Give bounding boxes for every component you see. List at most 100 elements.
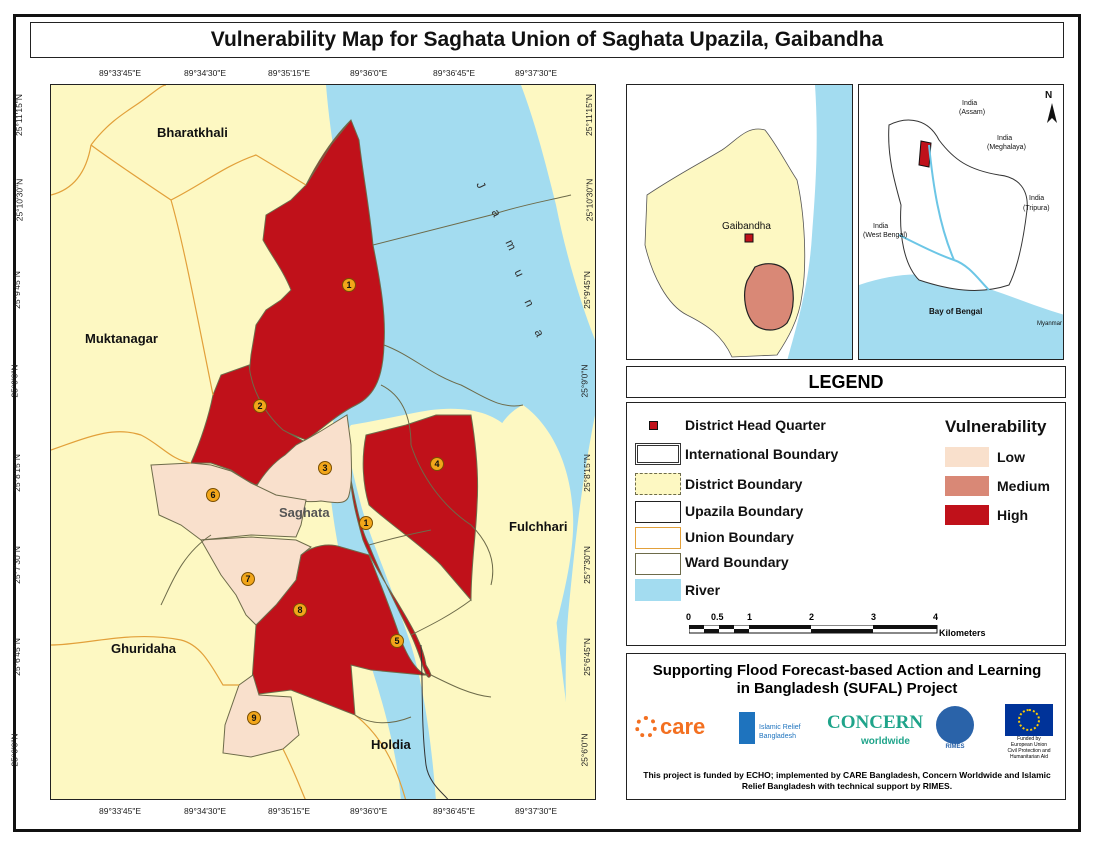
lon-label-bottom-4: 89°36'45"E — [433, 806, 476, 816]
funding-heading: Supporting Flood Forecast-based Action a… — [652, 662, 1042, 697]
label-india-assam-2: (Assam) — [959, 109, 986, 116]
lat-label-right-5: 25°7'30"N — [581, 546, 592, 584]
lat-label-right-4: 25°8'15"N — [581, 454, 592, 492]
east-land — [565, 415, 595, 799]
vulnerability-high-swatch — [945, 505, 989, 525]
scale-tick-2: 2 — [809, 612, 815, 622]
ward-boundaries — [160, 119, 572, 724]
lat-label-right-0: 25°11'15"N — [583, 94, 594, 136]
fulchhari-land — [490, 405, 574, 698]
eu-text-4: Humanitarian Aid — [1009, 754, 1049, 760]
label-india-meghalaya-2: (Meghalaya) — [987, 144, 1026, 151]
north-label: N — [1045, 90, 1053, 101]
lon-label-top-1: 89°34'30"E — [184, 68, 227, 78]
lon-label-bottom-5: 89°37'30"E — [515, 806, 558, 816]
label-india-tripura-1: India — [1029, 195, 1045, 202]
legend-box: District Head Quarter International Boun… — [626, 402, 1066, 646]
inset-saghata-upazila — [744, 263, 794, 331]
label-india-assam-1: India — [962, 100, 978, 107]
district-boundary-symbol — [635, 473, 681, 495]
lat-label-right-6: 25°6'45"N — [581, 638, 592, 676]
legend-item-district-hq: District Head Quarter — [685, 417, 826, 433]
lat-label-left-6: 25°6'45"N — [11, 638, 22, 676]
upazila-boundary-symbol — [635, 501, 681, 523]
ward-marker-1-4[interactable]: 1 — [359, 516, 373, 530]
legend-item-upazila-boundary: Upazila Boundary — [685, 503, 804, 519]
ward-marker-5-5[interactable]: 5 — [390, 634, 404, 648]
inset-district-map[interactable]: Gaibandha — [626, 84, 853, 360]
label-india-wb-2: (West Bengal) — [863, 232, 908, 239]
lon-label-bottom-2: 89°35'15"E — [268, 806, 311, 816]
inset-country-map[interactable]: N India (Assam) India (Meghalaya) India … — [858, 84, 1064, 360]
main-map[interactable]: Bharatkhali Muktanagar Ghuridaha Holdia … — [50, 84, 596, 800]
place-bharatkhali: Bharatkhali — [157, 125, 228, 140]
eu-flag-icon — [1005, 704, 1053, 736]
lat-label-left-4: 25°8'15"N — [11, 454, 22, 492]
lon-label-top-4: 89°36'45"E — [433, 68, 476, 78]
label-myanmar: Myanmar — [1037, 321, 1063, 327]
lat-label-left-0: 25°11'15"N — [13, 94, 24, 136]
lat-label-right-3: 25°9'0"N — [579, 364, 590, 398]
care-sun-icon — [635, 716, 657, 738]
ward-marker-7-7[interactable]: 7 — [241, 572, 255, 586]
lon-label-top-3: 89°36'0"E — [350, 68, 388, 78]
inset-country-svg — [859, 85, 1063, 359]
islamic-relief-icon — [739, 712, 755, 744]
ward-marker-6-6[interactable]: 6 — [206, 488, 220, 502]
ward-marker-8-8[interactable]: 8 — [293, 603, 307, 617]
lat-label-right-1: 25°10'30"N — [584, 178, 595, 222]
north-land-strip — [521, 85, 595, 340]
map-title: Vulnerability Map for Saghata Union of S… — [30, 22, 1064, 58]
ward-6 — [150, 462, 307, 541]
union-boundaries — [51, 85, 407, 799]
ward-marker-4-3[interactable]: 4 — [430, 457, 444, 471]
vulnerability-low-label: Low — [997, 449, 1025, 465]
ward-1-east — [362, 414, 479, 602]
ward-marker-2-1[interactable]: 2 — [253, 399, 267, 413]
inset-district-svg — [627, 85, 852, 359]
lat-label-right-2: 25°9'45"N — [581, 271, 592, 309]
label-india-meghalaya-1: India — [997, 135, 1013, 142]
care-logo-text: care — [660, 714, 706, 739]
scale-unit: Kilometers — [939, 628, 986, 638]
ward-boundary-symbol — [635, 553, 681, 575]
scale-tick-1: 1 — [747, 612, 753, 622]
ward-7 — [200, 536, 312, 626]
ward-9 — [222, 674, 300, 758]
legend-item-intl-boundary: International Boundary — [685, 446, 839, 462]
north-arrow-icon — [1047, 103, 1057, 123]
scale-tick-4: 4 — [933, 612, 939, 622]
inset-district-river — [787, 85, 852, 359]
lat-label-left-3: 25°9'0"N — [9, 364, 20, 398]
district-hq-marker — [744, 233, 754, 243]
bay-of-bengal — [859, 274, 1063, 359]
legend-item-union-boundary: Union Boundary — [685, 529, 794, 545]
ward-marker-3-2[interactable]: 3 — [318, 461, 332, 475]
lon-label-top-5: 89°37'30"E — [515, 68, 558, 78]
lon-label-bottom-1: 89°34'30"E — [184, 806, 227, 816]
lat-label-left-7: 25°6'0"N — [9, 733, 20, 767]
main-map-svg — [51, 85, 595, 799]
place-muktanagar: Muktanagar — [85, 331, 158, 346]
ward-marker-1-0[interactable]: 1 — [342, 278, 356, 292]
care-logo: care — [635, 714, 705, 740]
concern-logo: CONCERN worldwide — [827, 712, 927, 752]
ward-marker-9-9[interactable]: 9 — [247, 711, 261, 725]
scale-tick-3: 3 — [871, 612, 877, 622]
lon-label-bottom-3: 89°36'0"E — [350, 806, 388, 816]
rimes-text: RIMES — [945, 744, 965, 750]
scale-tick-05: 0.5 — [711, 612, 724, 622]
legend-item-district-boundary: District Boundary — [685, 476, 803, 492]
district-hq-symbol — [649, 421, 658, 430]
label-india-tripura-2: (Tripura) — [1023, 205, 1050, 212]
islamic-relief-country: Bangladesh — [759, 733, 796, 740]
vulnerability-medium-label: Medium — [997, 478, 1050, 494]
islamic-relief-text: Islamic Relief — [759, 724, 801, 731]
legend-item-river: River — [685, 582, 721, 598]
place-holdia: Holdia — [371, 737, 411, 752]
islamic-relief-logo: Islamic Relief Bangladesh — [739, 710, 819, 750]
inset-gaibandha-label: Gaibandha — [722, 221, 771, 232]
place-ghuridaha: Ghuridaha — [111, 641, 177, 656]
vulnerability-high-label: High — [997, 507, 1029, 523]
rimes-logo: RIMES — [933, 706, 977, 752]
